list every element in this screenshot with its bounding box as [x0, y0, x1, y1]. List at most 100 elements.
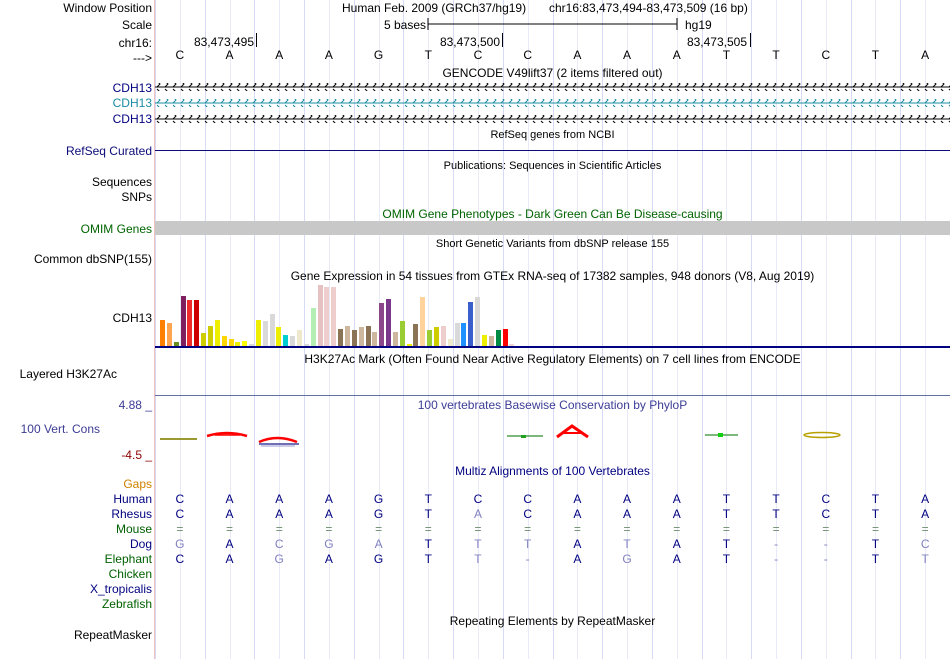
gtex-tissue-bar[interactable] — [180, 296, 186, 347]
gtex-tissue-bar[interactable] — [221, 336, 227, 347]
gtex-tissue-bar[interactable] — [399, 321, 405, 347]
gtex-tissue-bar[interactable] — [502, 329, 508, 347]
h3k27ac-track-label[interactable]: Layered H3K27Ac — [19, 367, 117, 381]
multiz-base: A — [324, 492, 333, 506]
gtex-tissue-bar[interactable] — [358, 327, 364, 347]
conservation-track-label[interactable]: 100 Vert. Cons — [20, 422, 100, 436]
multiz-base: G — [175, 537, 185, 551]
gtex-tissue-bar[interactable] — [207, 326, 213, 347]
gtex-tissue-bar[interactable] — [344, 326, 350, 347]
sequences-track-label[interactable]: Sequences — [91, 175, 152, 189]
gtex-tissue-bar[interactable] — [283, 335, 289, 347]
gtex-tissue-bar[interactable] — [228, 339, 234, 347]
phylop-logo-track[interactable] — [155, 420, 950, 455]
gtex-tissue-bar[interactable] — [166, 323, 172, 347]
gtex-tissue-bar[interactable] — [413, 324, 419, 347]
multiz-species-label[interactable]: X_tropicalis — [89, 582, 152, 596]
multiz-base: G — [373, 507, 384, 521]
gtex-tissue-bar[interactable] — [276, 327, 282, 347]
gencode-track-label-3[interactable]: CDH13 — [112, 112, 152, 126]
gtex-tissue-bar[interactable] — [310, 308, 316, 347]
multiz-species-label[interactable]: Zebrafish — [101, 597, 152, 611]
gtex-tissue-bar[interactable] — [372, 332, 378, 347]
multiz-base: G — [274, 552, 284, 566]
gtex-tissue-bar[interactable] — [379, 303, 385, 347]
gencode-transcript[interactable] — [155, 115, 950, 123]
gtex-tissue-bar[interactable] — [317, 285, 323, 347]
gtex-tissue-bar[interactable] — [242, 341, 248, 347]
multiz-species-label[interactable]: Human — [113, 492, 152, 506]
gtex-tissue-bar[interactable] — [173, 342, 179, 347]
gtex-tissue-bar[interactable] — [468, 302, 474, 347]
sequence-base: C — [175, 48, 185, 62]
gtex-tissue-bar[interactable] — [495, 330, 501, 347]
gtex-tissue-bar[interactable] — [488, 336, 494, 347]
multiz-species-label[interactable]: Chicken — [108, 567, 152, 581]
gtex-tissue-bar[interactable] — [351, 330, 357, 347]
refseq-track-label[interactable]: RefSeq Curated — [65, 144, 152, 158]
repeatmasker-track-label[interactable]: RepeatMasker — [73, 628, 152, 642]
track-area[interactable]: Human Feb. 2009 (GRCh37/hg19) chr16:83,4… — [155, 0, 950, 659]
gtex-tissue-bar[interactable] — [235, 342, 241, 347]
gtex-tissue-bar[interactable] — [160, 320, 165, 347]
gtex-tissue-bar[interactable] — [447, 339, 453, 347]
gtex-tissue-bar[interactable] — [434, 327, 439, 347]
gtex-tissue-bar[interactable] — [481, 335, 487, 347]
gtex-tissue-bar[interactable] — [440, 326, 446, 347]
multiz-base: A — [672, 492, 681, 506]
gtex-tissue-bar[interactable] — [290, 336, 296, 347]
snps-track-label[interactable]: SNPs — [121, 190, 152, 204]
gtex-tissue-bar[interactable] — [194, 300, 200, 347]
gtex-tissue-bar[interactable] — [269, 314, 275, 347]
omim-gene-bar[interactable] — [155, 221, 950, 235]
multiz-species-label[interactable]: Mouse — [115, 522, 152, 536]
gtex-tissue-bar[interactable] — [303, 344, 309, 347]
strand-label[interactable]: ---> — [133, 51, 152, 65]
multiz-species-label[interactable]: Rhesus — [111, 507, 152, 521]
gtex-tissue-bar[interactable] — [509, 344, 515, 347]
gtex-tissue-bar[interactable] — [392, 332, 398, 347]
gtex-expression-graph[interactable] — [155, 283, 535, 347]
dbsnp-track-label[interactable]: Common dbSNP(155) — [33, 252, 152, 266]
multiz-base: = — [424, 522, 432, 536]
gencode-track-label-2[interactable]: CDH13 — [112, 96, 152, 110]
multiz-base: = — [673, 522, 681, 536]
multiz-base: T — [722, 537, 731, 551]
gtex-tissue-bar[interactable] — [214, 320, 220, 347]
gtex-tissue-bar[interactable] — [201, 333, 207, 347]
coordinate-label: 83,473,500 — [439, 35, 500, 49]
multiz-base: A — [275, 492, 284, 506]
gtex-tissue-bar[interactable] — [365, 326, 371, 347]
h3k27ac-baseline — [155, 395, 950, 396]
gtex-tissue-bar[interactable] — [187, 300, 193, 347]
gtex-tissue-bar[interactable] — [324, 287, 330, 347]
gtex-tissue-bar[interactable] — [475, 297, 481, 347]
gtex-track-label[interactable]: CDH13 — [112, 311, 152, 325]
gtex-tissue-bar[interactable] — [297, 330, 302, 347]
gtex-tissue-bar[interactable] — [262, 321, 268, 347]
gtex-tissue-bar[interactable] — [420, 297, 426, 347]
gencode-transcripts[interactable] — [155, 80, 950, 126]
multiz-species-label[interactable]: Elephant — [104, 552, 152, 566]
multiz-base: G — [373, 492, 384, 506]
gtex-tissue-bar[interactable] — [461, 323, 467, 347]
position-title: chr16:83,473,494-83,473,509 (16 bp) — [549, 1, 748, 15]
gtex-tissue-bar[interactable] — [386, 299, 392, 347]
omim-track-label[interactable]: OMIM Genes — [80, 222, 152, 236]
refseq-gene-line[interactable] — [155, 150, 950, 151]
gtex-tissue-bar[interactable] — [338, 329, 344, 347]
gtex-tissue-bar[interactable] — [331, 287, 337, 347]
sequence-base: G — [373, 48, 384, 62]
gtex-tissue-bar[interactable] — [454, 323, 460, 347]
gtex-tissue-bar[interactable] — [255, 320, 261, 347]
multiz-base: T — [871, 507, 880, 521]
gencode-transcript[interactable] — [155, 99, 950, 107]
gencode-track-label-1[interactable]: CDH13 — [112, 81, 152, 95]
gencode-transcript[interactable] — [155, 83, 950, 91]
multiz-species-label[interactable]: Dog — [129, 537, 152, 551]
gtex-tissue-bar[interactable] — [406, 344, 412, 347]
gtex-tissue-bar[interactable] — [427, 330, 433, 347]
multiz-species-label[interactable]: Gaps — [123, 477, 152, 491]
multiz-base: C — [523, 507, 532, 521]
gtex-tissue-bar[interactable] — [249, 344, 255, 347]
